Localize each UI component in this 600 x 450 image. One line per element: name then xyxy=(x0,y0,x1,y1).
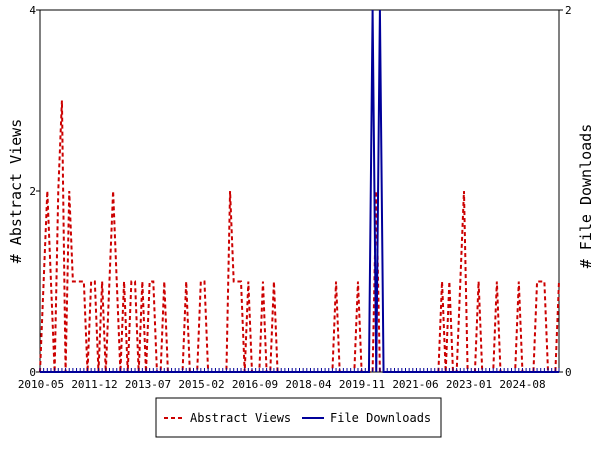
series-line-file-downloads xyxy=(40,9,559,373)
y-right-axis-title: # File Downloads xyxy=(577,124,595,269)
tick-layer xyxy=(39,368,560,372)
x-tick-labels: 2010-05 2011-12 2013-07 2015-02 2016-09 2018-… xyxy=(18,378,546,391)
legend-box xyxy=(155,397,442,438)
y-right-tick-label: 2 xyxy=(565,4,572,17)
x-tick-label: 2023-01 xyxy=(446,378,492,391)
x-tick-label: 2011-12 xyxy=(71,378,117,391)
x-tick-label: 2018-04 xyxy=(285,378,332,391)
y-left-tick-labels: 0 2 4 xyxy=(29,4,40,379)
plot-area xyxy=(39,9,560,373)
x-tick-label: 2010-05 xyxy=(18,378,64,391)
x-tick-label: 2019-11 xyxy=(339,378,385,391)
series-line-abstract-views xyxy=(39,100,560,373)
plot-frame xyxy=(39,9,560,373)
x-tick-label: 2013-07 xyxy=(125,378,171,391)
y-left-tick-label: 4 xyxy=(29,4,36,17)
y-left-tick-label: 0 xyxy=(29,366,36,379)
y-left-tick-label: 2 xyxy=(29,185,36,198)
x-tick-label: 2021-06 xyxy=(392,378,438,391)
x-tick-label: 2016-09 xyxy=(232,378,278,391)
legend: Abstract Views File Downloads xyxy=(155,397,442,438)
legend-label-file-downloads: File Downloads xyxy=(330,411,431,425)
legend-label-abstract-views: Abstract Views xyxy=(190,411,291,425)
y-left-axis-title: # Abstract Views xyxy=(7,119,25,264)
x-tick-label: 2015-02 xyxy=(178,378,224,391)
x-tick-label: 2024-08 xyxy=(499,378,545,391)
y-right-tick-labels: 02 xyxy=(559,4,572,379)
y-right-tick-label: 0 xyxy=(565,366,572,379)
series-layer xyxy=(39,9,560,373)
